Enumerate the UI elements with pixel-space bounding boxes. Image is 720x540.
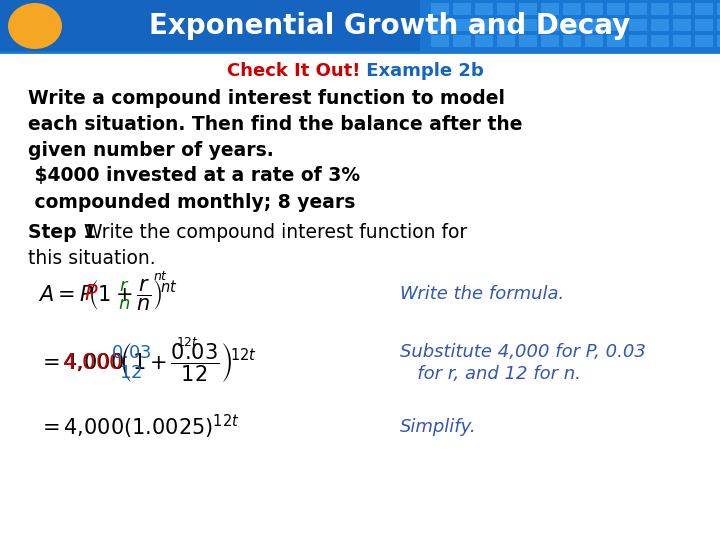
FancyBboxPatch shape [431,35,449,47]
Text: $n$: $n$ [118,295,130,313]
Text: Example 2b: Example 2b [360,62,484,80]
FancyBboxPatch shape [695,35,713,47]
FancyBboxPatch shape [453,35,471,47]
FancyBboxPatch shape [0,0,420,52]
FancyBboxPatch shape [585,3,603,15]
FancyBboxPatch shape [497,3,515,15]
FancyBboxPatch shape [585,35,603,47]
Ellipse shape [8,3,62,49]
Text: $0.03$: $0.03$ [111,344,151,362]
FancyBboxPatch shape [431,3,449,15]
FancyBboxPatch shape [420,0,720,52]
Text: $12t$: $12t$ [176,335,199,348]
FancyBboxPatch shape [541,3,559,15]
FancyBboxPatch shape [497,19,515,31]
FancyBboxPatch shape [651,19,669,31]
Text: for r, and 12 for n.: for r, and 12 for n. [400,365,581,383]
FancyBboxPatch shape [563,35,581,47]
FancyBboxPatch shape [695,19,713,31]
FancyBboxPatch shape [0,52,720,540]
FancyBboxPatch shape [585,19,603,31]
FancyBboxPatch shape [497,35,515,47]
FancyBboxPatch shape [717,3,720,15]
Text: compounded monthly; 8 years: compounded monthly; 8 years [28,192,356,212]
Text: $4000 invested at a rate of 3%: $4000 invested at a rate of 3% [28,166,360,186]
FancyBboxPatch shape [563,19,581,31]
FancyBboxPatch shape [629,35,647,47]
Text: this situation.: this situation. [28,248,156,267]
Text: $P$: $P$ [84,284,99,304]
FancyBboxPatch shape [563,3,581,15]
FancyBboxPatch shape [717,35,720,47]
FancyBboxPatch shape [673,19,691,31]
Text: given number of years.: given number of years. [28,140,274,159]
FancyBboxPatch shape [475,35,493,47]
FancyBboxPatch shape [673,3,691,15]
FancyBboxPatch shape [519,3,537,15]
FancyBboxPatch shape [431,19,449,31]
FancyBboxPatch shape [607,35,625,47]
FancyBboxPatch shape [519,19,537,31]
Text: $A = P\!\left(1+\dfrac{r}{n}\right)^{\!nt}$: $A = P\!\left(1+\dfrac{r}{n}\right)^{\!n… [38,276,178,312]
FancyBboxPatch shape [541,19,559,31]
FancyBboxPatch shape [695,3,713,15]
FancyBboxPatch shape [475,19,493,31]
Text: $= 4{,}000\!\left(1+\dfrac{0.03}{12}\right)^{\!12t}$: $= 4{,}000\!\left(1+\dfrac{0.03}{12}\rig… [38,341,257,383]
Text: $r$: $r$ [119,277,129,295]
Text: $nt$: $nt$ [153,269,168,282]
Text: Exponential Growth and Decay: Exponential Growth and Decay [149,12,631,40]
FancyBboxPatch shape [607,19,625,31]
Text: Substitute 4,000 for P, 0.03: Substitute 4,000 for P, 0.03 [400,343,646,361]
FancyBboxPatch shape [519,35,537,47]
FancyBboxPatch shape [651,3,669,15]
Text: $12$: $12$ [120,364,143,382]
Text: Step 1: Step 1 [28,222,96,241]
FancyBboxPatch shape [607,3,625,15]
Text: Write the formula.: Write the formula. [400,285,564,303]
FancyBboxPatch shape [673,35,691,47]
FancyBboxPatch shape [541,35,559,47]
Text: Write a compound interest function to model: Write a compound interest function to mo… [28,89,505,107]
FancyBboxPatch shape [453,19,471,31]
Text: $4{,}000$: $4{,}000$ [62,351,122,373]
Text: Check It Out!: Check It Out! [227,62,360,80]
FancyBboxPatch shape [717,19,720,31]
FancyBboxPatch shape [453,3,471,15]
FancyBboxPatch shape [629,3,647,15]
Text: $= 4{,}000(1.0025)^{12t}$: $= 4{,}000(1.0025)^{12t}$ [38,413,240,441]
FancyBboxPatch shape [651,35,669,47]
FancyBboxPatch shape [475,3,493,15]
Text: each situation. Then find the balance after the: each situation. Then find the balance af… [28,114,523,133]
Text: Simplify.: Simplify. [400,418,477,436]
Text: Write the compound interest function for: Write the compound interest function for [78,222,467,241]
FancyBboxPatch shape [629,19,647,31]
